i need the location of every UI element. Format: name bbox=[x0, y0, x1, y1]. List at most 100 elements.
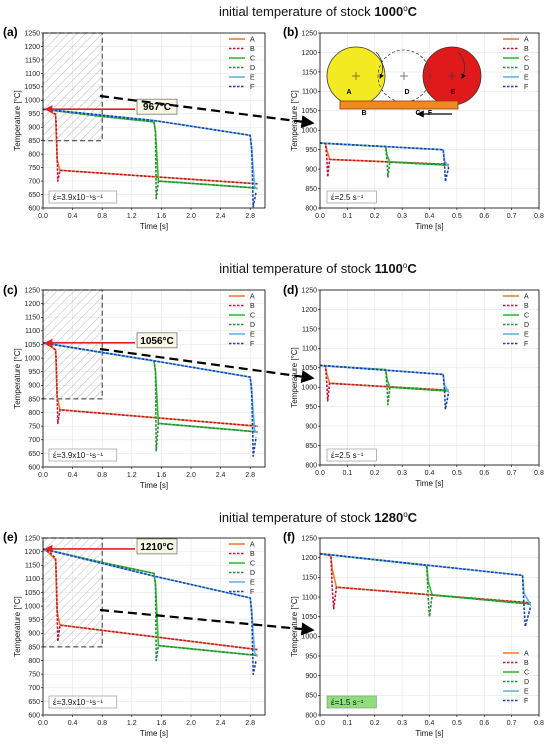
x-tick-label: 0.4 bbox=[68, 472, 78, 479]
row-title-text: initial temperature of stock bbox=[219, 4, 374, 19]
annotation-text: 1210°C bbox=[140, 542, 173, 553]
y-tick-label: 1100 bbox=[25, 576, 40, 583]
legend-label: D bbox=[524, 679, 529, 686]
panel-label: (c) bbox=[3, 283, 18, 297]
legend-entry-a: A bbox=[229, 37, 255, 44]
legend-entry-e: E bbox=[503, 75, 529, 82]
zoom-arrow bbox=[99, 94, 315, 129]
y-tick-label: 1200 bbox=[24, 44, 40, 51]
chart-panel-6: 800 850 900 950 1000 1050 1100 1150 1200 1250 0.0 0… bbox=[283, 530, 544, 738]
y-tick-label: 1150 bbox=[302, 326, 317, 333]
y-tick-label: 900 bbox=[28, 125, 40, 132]
y-tick-label: 1050 bbox=[301, 614, 317, 621]
y-tick-label: 1250 bbox=[24, 30, 40, 37]
chart-panel-1: 600 650 700 750 800 850 900 950 1000 1050 1100 1150… bbox=[3, 25, 266, 231]
strain-rate-box bbox=[326, 190, 377, 204]
strain-rate-box bbox=[48, 448, 118, 462]
x-tick-label: 2.0 bbox=[186, 720, 196, 727]
legend-entry-d: D bbox=[503, 322, 529, 329]
y-tick-label: 1200 bbox=[301, 555, 317, 562]
legend-label: D bbox=[250, 570, 255, 577]
y-tick-label: 600 bbox=[28, 464, 40, 471]
y-tick-label: 800 bbox=[305, 205, 317, 212]
x-tick-label: 0.0 bbox=[315, 213, 325, 220]
stock-bar bbox=[339, 100, 459, 110]
strain-rate-text: έ=3.9x10⁻¹s⁻¹ bbox=[53, 451, 103, 460]
series-line-b bbox=[42, 342, 258, 427]
x-tick-label: 1.6 bbox=[157, 472, 167, 479]
y-tick-label: 900 bbox=[28, 383, 40, 390]
legend-entry-f: F bbox=[229, 589, 254, 596]
x-tick-label: 0.8 bbox=[97, 472, 107, 479]
y-tick-label: 1250 bbox=[301, 287, 317, 294]
y-tick-label: 850 bbox=[305, 693, 317, 700]
x-tick-label: 0.4 bbox=[425, 470, 435, 477]
legend-entry-c: C bbox=[503, 670, 529, 677]
x-tick-label: 0.1 bbox=[343, 470, 353, 477]
y-tick-label: 1250 bbox=[24, 287, 40, 294]
legend-entry-d: D bbox=[229, 322, 255, 329]
annotation-box bbox=[136, 538, 178, 555]
y-tick-label: 1000 bbox=[301, 128, 317, 135]
y-axis-label: Temperature [°C] bbox=[290, 596, 299, 657]
legend-label: C bbox=[250, 56, 255, 63]
y-tick-label: 1100 bbox=[25, 328, 40, 335]
row-title-unit: C bbox=[407, 261, 417, 276]
y-tick-label: 700 bbox=[28, 685, 40, 692]
row-title-sup: o bbox=[403, 510, 408, 519]
x-tick-label: 2.8 bbox=[245, 472, 255, 479]
initial-temperature-annotation: 1056°C bbox=[44, 332, 178, 349]
panel-label: (f) bbox=[283, 530, 295, 544]
y-tick-label: 950 bbox=[305, 147, 317, 154]
legend-entry-a: A bbox=[503, 651, 529, 658]
legend-entry-a: A bbox=[229, 294, 255, 301]
series-line-b bbox=[42, 548, 258, 651]
x-tick-label: 0.0 bbox=[315, 720, 325, 727]
strain-rate-box bbox=[326, 695, 377, 709]
annotation-box bbox=[136, 332, 178, 349]
legend-label: F bbox=[250, 589, 254, 596]
x-tick-label: 0.5 bbox=[452, 720, 462, 727]
series-line-f bbox=[42, 342, 257, 457]
y-tick-label: 950 bbox=[305, 404, 317, 411]
y-tick-label: 600 bbox=[28, 205, 40, 212]
legend-label: F bbox=[250, 84, 254, 91]
x-tick-label: 0.3 bbox=[397, 470, 407, 477]
legend-label: C bbox=[524, 313, 529, 320]
chart-panel-2: 800 850 900 950 1000 1050 1100 1150 1200 1250 0.0 0… bbox=[283, 25, 544, 231]
strain-rate-label: έ=1.5 s⁻¹ bbox=[326, 695, 377, 709]
legend-label: C bbox=[524, 670, 529, 677]
legend-entry-e: E bbox=[229, 580, 255, 587]
legend-entry-f: F bbox=[229, 84, 254, 91]
chart-panel-5: 600 650 700 750 800 850 900 950 1000 1050 1100 1150… bbox=[3, 530, 266, 738]
x-tick-label: 0.6 bbox=[479, 720, 489, 727]
y-tick-label: 1150 bbox=[25, 57, 40, 64]
legend-label: F bbox=[524, 698, 528, 705]
legend-label: E bbox=[524, 75, 529, 82]
strain-rate-text: έ=3.9x10⁻¹s⁻¹ bbox=[53, 193, 103, 202]
strain-rate-text: έ=2.5 s⁻¹ bbox=[331, 451, 364, 460]
panel-label: (a) bbox=[3, 25, 18, 39]
series-line-f bbox=[42, 108, 257, 208]
legend-label: A bbox=[524, 37, 529, 44]
x-tick-label: 0.6 bbox=[479, 213, 489, 220]
x-tick-label: 1.6 bbox=[157, 720, 167, 727]
y-tick-label: 1200 bbox=[301, 307, 317, 314]
y-tick-label: 1250 bbox=[24, 535, 40, 542]
x-tick-label: 1.2 bbox=[127, 472, 137, 479]
chart-panel-3: 600 650 700 750 800 850 900 950 1000 1050 1100 1150… bbox=[3, 283, 266, 490]
plot-frame bbox=[42, 537, 266, 716]
diagram-point-e: E bbox=[451, 89, 456, 96]
x-axis-label: Time [s] bbox=[415, 479, 443, 488]
plot-frame bbox=[42, 289, 266, 468]
y-tick-label: 750 bbox=[28, 672, 40, 679]
zoom-arrow bbox=[99, 608, 315, 636]
x-tick-label: 2.4 bbox=[216, 472, 226, 479]
y-tick-label: 1050 bbox=[301, 108, 317, 115]
legend-entry-f: F bbox=[503, 341, 528, 348]
svg-text:initial temperature of stock 1: initial temperature of stock 1000oC bbox=[219, 4, 418, 19]
legend-entry-f: F bbox=[229, 341, 254, 348]
row-title-sup: o bbox=[403, 261, 408, 270]
x-tick-label: 0.2 bbox=[370, 213, 380, 220]
y-tick-label: 950 bbox=[28, 111, 40, 118]
